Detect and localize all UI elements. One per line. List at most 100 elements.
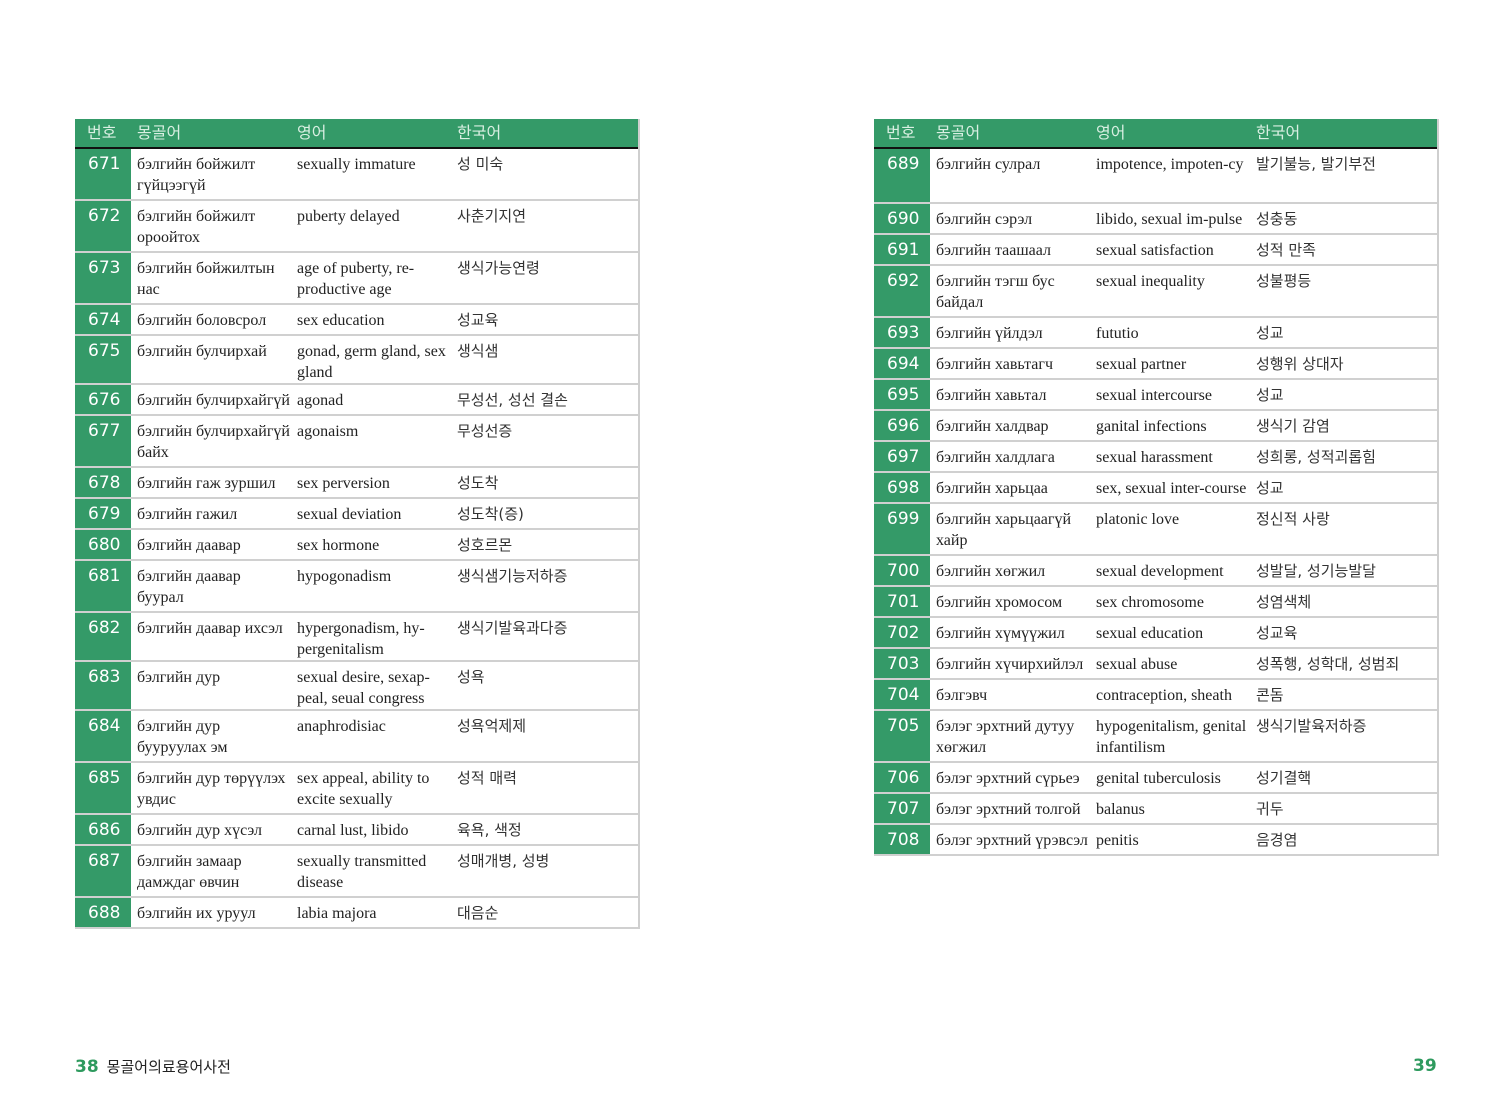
term-number: 684 bbox=[75, 711, 131, 761]
english-term: hypogonadism bbox=[297, 568, 392, 585]
mongolian-term: бэлгийн боловсрол bbox=[137, 312, 267, 329]
korean-term: 콘돔 bbox=[1256, 686, 1284, 704]
term-number: 708 bbox=[874, 825, 930, 854]
header-korean: 한국어 bbox=[457, 123, 502, 142]
table-row: 706 бэлэг эрхтний сүрьеэ genital tuberculo… bbox=[874, 763, 1437, 794]
korean-term: 발기불능, 발기부전 bbox=[1256, 155, 1376, 173]
mongolian-term: бэлгийн замаар дамждаг өвчин bbox=[137, 853, 242, 891]
english-term: sexual abuse bbox=[1096, 656, 1178, 673]
term-number: 702 bbox=[874, 618, 930, 647]
korean-term: 생식가능연령 bbox=[457, 259, 540, 277]
term-number: 673 bbox=[75, 253, 131, 303]
left-term-table: 번호 몽골어 영어 한국어 671 бэлгийн бойжилт гүйцээг… bbox=[75, 119, 640, 929]
mongolian-term: бэлгэвч bbox=[936, 687, 988, 704]
book-title: 몽골어의료용어사전 bbox=[106, 1058, 231, 1076]
term-number: 682 bbox=[75, 613, 131, 660]
korean-term: 육욕, 색정 bbox=[457, 821, 522, 839]
term-number: 693 bbox=[874, 318, 930, 347]
term-number: 677 bbox=[75, 416, 131, 466]
term-number: 701 bbox=[874, 587, 930, 616]
korean-term: 정신적 사랑 bbox=[1256, 510, 1330, 528]
mongolian-term: бэлгийн даавар bbox=[137, 537, 241, 554]
mongolian-term: бэлгийн үйлдэл bbox=[936, 325, 1043, 342]
page-footer-left: 38 몽골어의료용어사전 bbox=[75, 1056, 231, 1077]
mongolian-term: бэлгийн сулрал bbox=[936, 156, 1041, 173]
term-number: 672 bbox=[75, 201, 131, 251]
korean-term: 성폭행, 성학대, 성범죄 bbox=[1256, 655, 1400, 673]
korean-term: 성적 만족 bbox=[1256, 241, 1316, 259]
table-row: 684 бэлгийн дур бууруулах эм anaphrodisiac… bbox=[75, 711, 638, 763]
table-row: 699 бэлгийн харьцаагүй хайр platonic love 정… bbox=[874, 504, 1437, 556]
mongolian-term: бэлгийн гаж зуршил bbox=[137, 475, 276, 492]
term-number: 688 bbox=[75, 898, 131, 927]
english-term: sexual desire, sexap-peal, seual congres… bbox=[297, 669, 430, 707]
header-mongolian: 몽골어 bbox=[936, 123, 981, 142]
mongolian-term: бэлгийн хүмүүжил bbox=[936, 625, 1065, 642]
table-row: 695 бэлгийн хавьтал sexual intercourse 성교 bbox=[874, 380, 1437, 411]
mongolian-term: бэлгийн хавьтал bbox=[936, 387, 1047, 404]
term-number: 703 bbox=[874, 649, 930, 678]
english-term: sexually immature bbox=[297, 156, 416, 173]
table-row: 704 бэлгэвч contraception, sheath 콘돔 bbox=[874, 680, 1437, 711]
korean-term: 성염색체 bbox=[1256, 593, 1312, 611]
term-number: 678 bbox=[75, 468, 131, 497]
table-header: 번호 몽골어 영어 한국어 bbox=[75, 119, 638, 149]
term-number: 680 bbox=[75, 530, 131, 559]
term-number: 698 bbox=[874, 473, 930, 502]
mongolian-term: бэлгийн харьцаа bbox=[936, 480, 1048, 497]
mongolian-term: бэлгийн даавар ихсэл bbox=[137, 620, 283, 637]
korean-term: 사춘기지연 bbox=[457, 207, 527, 225]
term-number: 700 bbox=[874, 556, 930, 585]
english-term: contraception, sheath bbox=[1096, 687, 1232, 704]
table-row: 687 бэлгийн замаар дамждаг өвчин sexually … bbox=[75, 846, 638, 898]
table-row: 697 бэлгийн халдлага sexual harassment 성희롱,… bbox=[874, 442, 1437, 473]
table-row: 700 бэлгийн хөгжил sexual development 성발달, … bbox=[874, 556, 1437, 587]
term-number: 699 bbox=[874, 504, 930, 554]
english-term: sex, sexual inter-course bbox=[1096, 480, 1247, 497]
table-row: 673 бэлгийн бойжилтын нас age of puberty, … bbox=[75, 253, 638, 305]
term-number: 683 bbox=[75, 662, 131, 709]
english-term: penitis bbox=[1096, 832, 1139, 849]
english-term: hypogenitalism, genital infantilism bbox=[1096, 718, 1247, 756]
table-row: 685 бэлгийн дур төрүүлэх увдис sex appeal,… bbox=[75, 763, 638, 815]
mongolian-term: бэлгийн гажил bbox=[137, 506, 238, 523]
header-english: 영어 bbox=[1096, 123, 1126, 142]
table-row: 688 бэлгийн их уруул labia majora 대음순 bbox=[75, 898, 638, 929]
mongolian-term: бэлгийн тэгш бус байдал bbox=[936, 273, 1055, 311]
mongolian-term: бэлэг эрхтний толгой bbox=[936, 801, 1081, 818]
mongolian-term: бэлгийн хүчирхийлэл bbox=[936, 656, 1084, 673]
table-row: 689 бэлгийн сулрал impotence, impoten-cy 발기… bbox=[874, 149, 1437, 204]
table-row: 691 бэлгийн таашаал sexual satisfaction 성적 … bbox=[874, 235, 1437, 266]
mongolian-term: бэлгийн хавьтагч bbox=[936, 356, 1053, 373]
english-term: impotence, impoten-cy bbox=[1096, 156, 1244, 173]
header-number: 번호 bbox=[874, 119, 930, 147]
english-term: sex hormone bbox=[297, 537, 380, 554]
korean-term: 성기결핵 bbox=[1256, 769, 1312, 787]
term-number: 695 bbox=[874, 380, 930, 409]
term-number: 704 bbox=[874, 680, 930, 709]
korean-term: 대음순 bbox=[457, 904, 499, 922]
mongolian-term: бэлгийн бойжилт ороойтох bbox=[137, 208, 256, 246]
table-row: 678 бэлгийн гаж зуршил sex perversion 성도착 bbox=[75, 468, 638, 499]
korean-term: 성호르몬 bbox=[457, 536, 513, 554]
table-row: 677 бэлгийн булчирхайгүй байх agonaism 무성선증 bbox=[75, 416, 638, 468]
korean-term: 성희롱, 성적괴롭힘 bbox=[1256, 448, 1376, 466]
table-body: 689 бэлгийн сулрал impotence, impoten-cy 발기… bbox=[874, 149, 1437, 856]
english-term: sexual intercourse bbox=[1096, 387, 1212, 404]
term-number: 694 bbox=[874, 349, 930, 378]
table-row: 681 бэлгийн даавар буурал hypogonadism 생식샘기… bbox=[75, 561, 638, 613]
english-term: sex perversion bbox=[297, 475, 390, 492]
header-korean: 한국어 bbox=[1256, 123, 1301, 142]
english-term: sex education bbox=[297, 312, 385, 329]
term-number: 707 bbox=[874, 794, 930, 823]
term-number: 671 bbox=[75, 149, 131, 199]
table-header: 번호 몽골어 영어 한국어 bbox=[874, 119, 1437, 149]
table-row: 680 бэлгийн даавар sex hormone 성호르몬 bbox=[75, 530, 638, 561]
english-term: anaphrodisiac bbox=[297, 718, 386, 735]
english-term: sexual satisfaction bbox=[1096, 242, 1214, 259]
table-row: 705 бэлэг эрхтний дутуу хөгжил hypogenital… bbox=[874, 711, 1437, 763]
header-mongolian: 몽골어 bbox=[137, 123, 182, 142]
english-term: labia majora bbox=[297, 905, 377, 922]
term-number: 687 bbox=[75, 846, 131, 896]
term-number: 681 bbox=[75, 561, 131, 611]
